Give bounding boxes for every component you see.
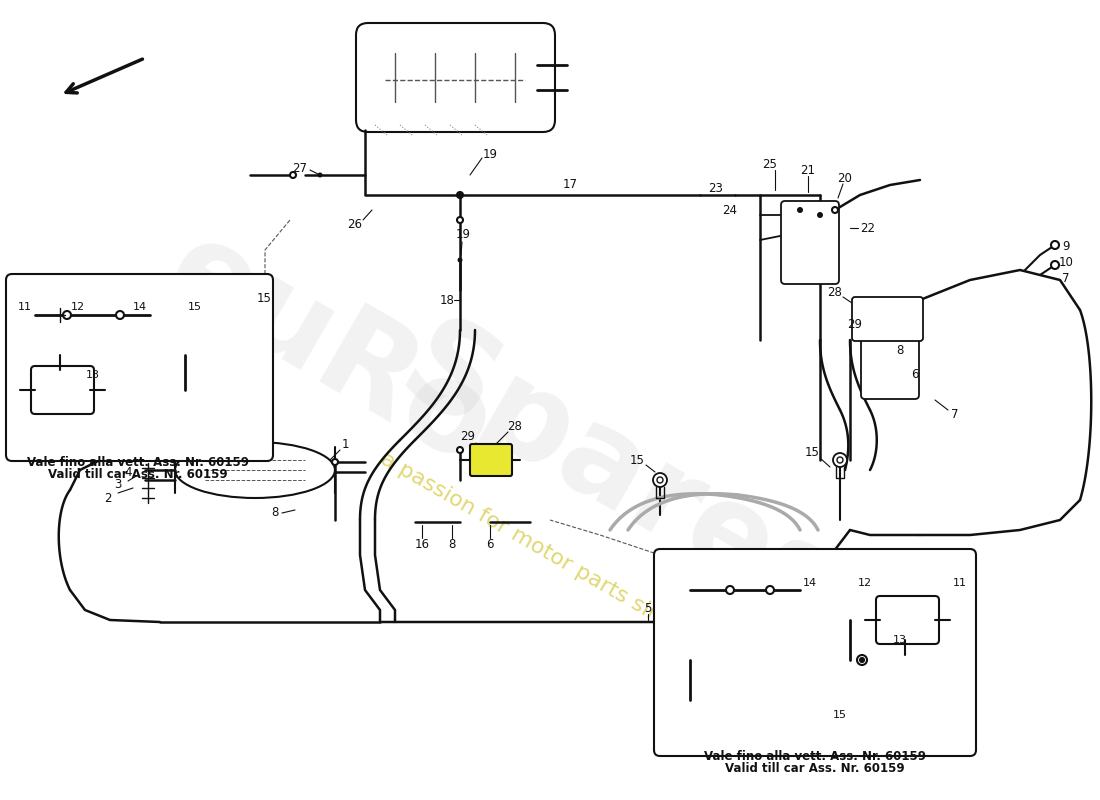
Circle shape: [63, 311, 72, 319]
Text: 18: 18: [440, 294, 454, 306]
Text: 8: 8: [449, 538, 455, 551]
Circle shape: [757, 587, 763, 593]
FancyBboxPatch shape: [654, 549, 976, 756]
Circle shape: [1050, 261, 1059, 269]
Circle shape: [837, 457, 843, 463]
Ellipse shape: [175, 442, 336, 498]
Text: 29: 29: [847, 318, 862, 331]
Circle shape: [1050, 241, 1059, 249]
Circle shape: [835, 455, 845, 465]
Text: 12: 12: [858, 578, 872, 588]
Text: 14: 14: [133, 302, 147, 312]
Circle shape: [456, 217, 463, 223]
Circle shape: [798, 207, 803, 213]
FancyBboxPatch shape: [470, 444, 512, 476]
FancyBboxPatch shape: [356, 23, 556, 132]
FancyBboxPatch shape: [852, 297, 923, 341]
Text: 7: 7: [952, 409, 959, 422]
FancyBboxPatch shape: [6, 274, 273, 461]
Text: 12: 12: [70, 302, 85, 312]
Text: 27: 27: [293, 162, 308, 174]
Text: 13: 13: [893, 635, 907, 645]
Text: 9: 9: [1063, 239, 1069, 253]
Circle shape: [817, 212, 823, 218]
Circle shape: [87, 312, 94, 318]
FancyBboxPatch shape: [31, 366, 94, 414]
Circle shape: [657, 477, 663, 483]
Text: 19: 19: [483, 149, 497, 162]
Text: 8: 8: [896, 343, 904, 357]
Text: 14: 14: [803, 578, 817, 588]
Text: 17: 17: [562, 178, 578, 191]
Text: 26: 26: [348, 218, 363, 231]
Text: 11: 11: [18, 302, 32, 312]
Text: 1: 1: [341, 438, 349, 451]
Circle shape: [833, 453, 847, 467]
Text: 5: 5: [645, 602, 651, 614]
Text: 4: 4: [124, 466, 132, 479]
Text: 15: 15: [804, 446, 820, 459]
Text: 15: 15: [256, 291, 272, 305]
Text: 23: 23: [708, 182, 724, 194]
Circle shape: [456, 447, 463, 453]
Circle shape: [653, 473, 667, 487]
Text: Vale fino alla vett. Ass. Nr. 60159: Vale fino alla vett. Ass. Nr. 60159: [704, 750, 926, 762]
Text: 15: 15: [833, 710, 847, 720]
Text: 28: 28: [827, 286, 843, 298]
Circle shape: [318, 173, 322, 178]
Text: 24: 24: [723, 203, 737, 217]
Text: 6: 6: [911, 369, 918, 382]
Circle shape: [658, 478, 662, 482]
Text: 22: 22: [860, 222, 876, 234]
Circle shape: [458, 258, 462, 262]
Circle shape: [832, 207, 838, 213]
FancyBboxPatch shape: [876, 596, 939, 644]
Text: a passion for motor parts since 1985: a passion for motor parts since 1985: [377, 449, 742, 671]
Circle shape: [766, 586, 774, 594]
Circle shape: [458, 193, 462, 198]
Circle shape: [857, 655, 867, 665]
Circle shape: [654, 475, 666, 485]
Text: 6: 6: [486, 538, 494, 551]
Text: 25: 25: [762, 158, 778, 171]
Text: Spares: Spares: [379, 306, 860, 654]
Circle shape: [332, 459, 338, 465]
Text: 29: 29: [461, 430, 475, 443]
Circle shape: [290, 172, 296, 178]
Text: euRo: euRo: [145, 209, 515, 491]
Text: ≈≈≈: ≈≈≈: [243, 460, 267, 470]
Circle shape: [116, 311, 124, 319]
Text: 3: 3: [114, 478, 122, 491]
Circle shape: [456, 192, 463, 198]
Text: 21: 21: [801, 163, 815, 177]
Circle shape: [726, 586, 734, 594]
Text: 2: 2: [104, 491, 112, 505]
Text: Valid till car Ass. Nr. 60159: Valid till car Ass. Nr. 60159: [725, 762, 905, 774]
Text: Vale fino alla vett. Ass. Nr. 60159: Vale fino alla vett. Ass. Nr. 60159: [28, 455, 249, 469]
Text: 16: 16: [415, 538, 429, 551]
Text: 28: 28: [507, 421, 522, 434]
Text: 11: 11: [953, 578, 967, 588]
Text: 10: 10: [1058, 255, 1074, 269]
Text: 13: 13: [86, 370, 100, 380]
FancyBboxPatch shape: [781, 201, 839, 284]
Text: 19: 19: [455, 229, 471, 242]
Text: 7: 7: [1063, 271, 1069, 285]
Text: Valid till car Ass. Nr. 60159: Valid till car Ass. Nr. 60159: [48, 467, 228, 481]
Text: 20: 20: [837, 171, 852, 185]
Text: 15: 15: [629, 454, 645, 466]
FancyBboxPatch shape: [861, 336, 918, 399]
Text: 8: 8: [272, 506, 278, 519]
Text: 15: 15: [188, 302, 202, 312]
Circle shape: [860, 658, 864, 662]
